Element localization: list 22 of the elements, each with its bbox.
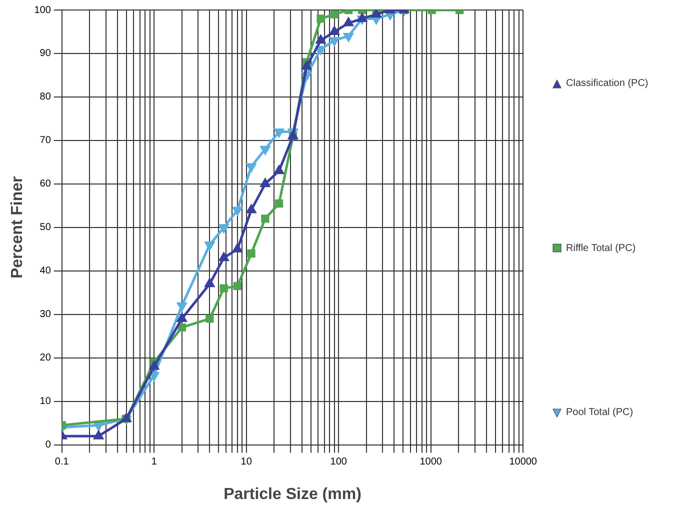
legend-label: Classification (PC) xyxy=(566,78,648,89)
x-tick-label: 0.1 xyxy=(54,456,70,468)
x-tick-label: 1 xyxy=(151,456,158,468)
y-tick-label: 90 xyxy=(40,48,52,60)
legend-label: Riffle Total (PC) xyxy=(566,242,636,254)
y-tick-label: 100 xyxy=(34,4,52,16)
y-tick-label: 80 xyxy=(40,92,52,103)
y-tick-label: 60 xyxy=(40,178,52,190)
x-tick-label: 10 xyxy=(240,456,252,468)
y-tick-label: 50 xyxy=(40,222,52,234)
x-tick-label: 10000 xyxy=(509,456,538,468)
y-tick-label: 10 xyxy=(40,396,52,408)
x-tick-label: 100 xyxy=(330,456,348,468)
legend-label: Pool Total (PC) xyxy=(566,407,634,418)
y-tick-label: 20 xyxy=(40,352,52,364)
y-tick-label: 70 xyxy=(40,135,52,146)
y-tick-label: 40 xyxy=(40,266,52,277)
y-tick-label: 0 xyxy=(45,440,52,451)
y-axis-title: Percent Finer xyxy=(9,176,26,279)
x-axis-title: Particle Size (mm) xyxy=(224,486,362,503)
x-tick-label: 1000 xyxy=(420,456,442,468)
y-tick-label: 30 xyxy=(40,309,52,320)
